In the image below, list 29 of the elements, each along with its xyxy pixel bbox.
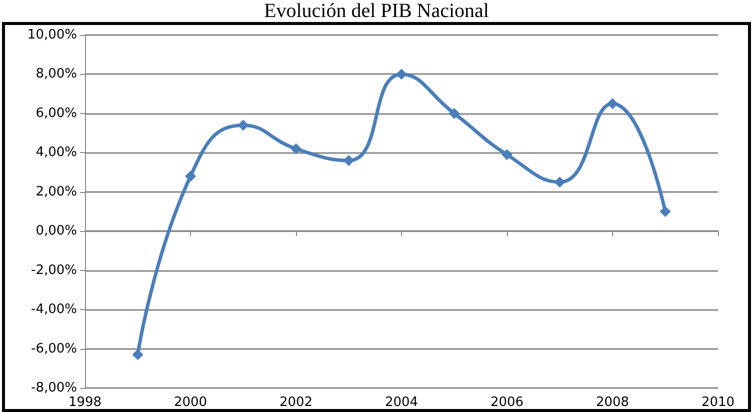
point [238, 120, 249, 131]
chart-title: Evolución del PIB Nacional [263, 0, 490, 22]
x-tick-label: 1998 [68, 395, 102, 410]
point [660, 206, 671, 217]
point [343, 155, 354, 166]
y-tick-label: 4,00% [36, 145, 77, 160]
x-tick-label: 2002 [279, 395, 313, 410]
point [448, 108, 460, 119]
point [607, 98, 618, 110]
y-tick-label: 10,00% [27, 28, 77, 42]
point [502, 149, 512, 160]
point [132, 349, 144, 360]
x-tick-label: 2006 [490, 395, 524, 410]
point [554, 176, 566, 188]
point [396, 68, 407, 80]
y-tick-label: 2,00% [36, 184, 77, 200]
point [290, 143, 302, 154]
y-tick-label: -2,00% [31, 262, 77, 278]
x-tick-label: 2010 [701, 395, 735, 410]
y-tick-label: -6,00% [31, 341, 77, 356]
x-tick-label: 2008 [596, 395, 630, 410]
point [185, 170, 196, 182]
x-tick-label: 2004 [384, 395, 418, 410]
y-tick-label: 6,00% [36, 106, 77, 121]
y-tick-label: 8,00% [36, 66, 77, 82]
x-tick-label: 2000 [174, 395, 208, 410]
y-tick-label: -8,00% [31, 380, 77, 396]
y-tick-label: -4,00% [31, 302, 77, 318]
y-tick-label: 0,00% [36, 224, 77, 239]
